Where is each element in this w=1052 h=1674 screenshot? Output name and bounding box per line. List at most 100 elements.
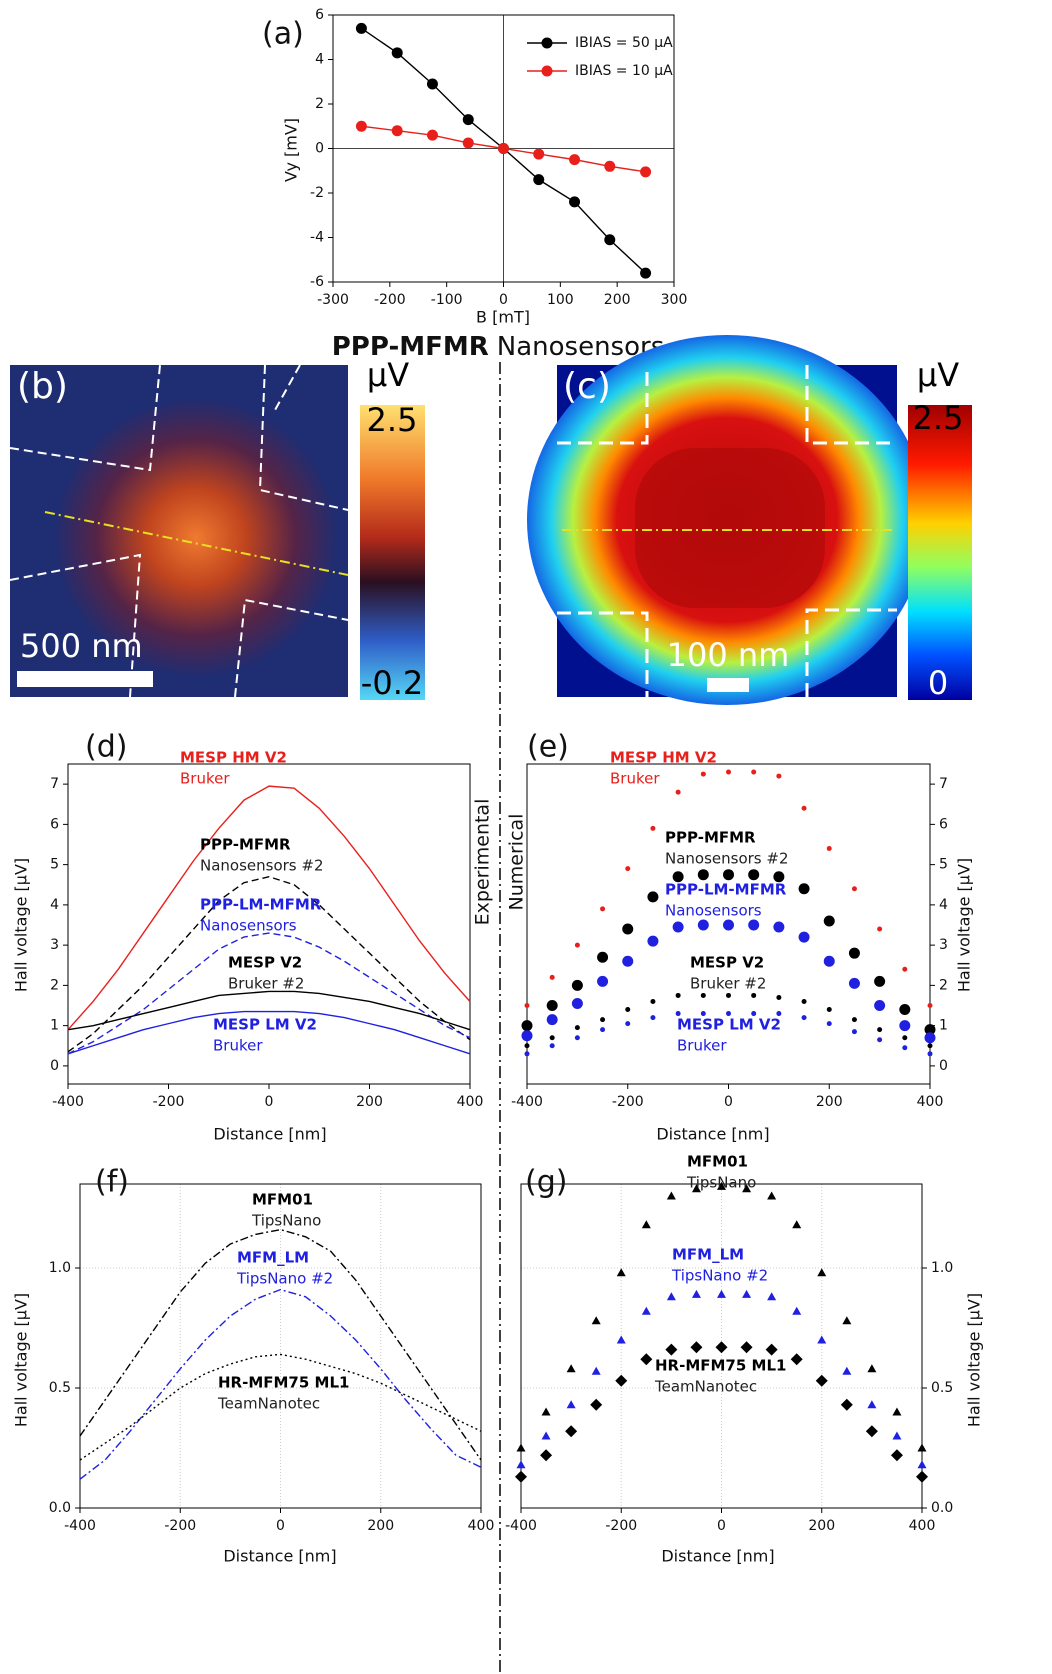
y-tick-label: 0.0 [931, 1500, 953, 1516]
marker [802, 999, 807, 1004]
marker [892, 1432, 901, 1440]
marker [590, 1399, 602, 1411]
title-bold: PPP-MFMR [332, 332, 489, 362]
marker [816, 1375, 828, 1387]
marker [874, 976, 885, 987]
marker [650, 826, 655, 831]
series-name: MFM01 [687, 1153, 748, 1171]
series-note: Bruker [610, 770, 660, 788]
marker [799, 932, 810, 943]
marker [525, 1051, 530, 1056]
marker [592, 1316, 601, 1324]
y-tick-label: 1.0 [49, 1260, 71, 1276]
marker [902, 1045, 907, 1050]
marker [877, 927, 882, 932]
marker [592, 1367, 601, 1375]
x-tick-label: -400 [505, 1518, 537, 1534]
series-note: TeamNanotec [654, 1378, 757, 1396]
marker [667, 1192, 676, 1200]
marker [642, 1307, 651, 1315]
x-tick-label: -200 [612, 1094, 644, 1110]
marker [463, 114, 474, 125]
y-tick-label: 5 [939, 857, 948, 873]
y-tick-label: 0 [50, 1058, 59, 1074]
marker [547, 1014, 558, 1025]
marker [575, 943, 580, 948]
x-tick-label: 200 [356, 1094, 383, 1110]
marker [617, 1268, 626, 1276]
y-tick-label: -4 [310, 230, 324, 246]
y-tick-label: 4 [50, 897, 59, 913]
heatmap-c-core [635, 448, 825, 608]
marker [767, 1192, 776, 1200]
y-tick-label: 7 [939, 776, 948, 792]
marker [547, 1000, 558, 1011]
y-tick-label: 6 [939, 816, 948, 832]
marker [802, 1015, 807, 1020]
column-title-left: Experimental [472, 799, 494, 926]
marker [392, 47, 403, 58]
marker [877, 1037, 882, 1042]
marker [776, 995, 781, 1000]
colorbar-max-b: 2.5 [367, 401, 418, 439]
marker [902, 967, 907, 972]
y-tick-label: 2 [939, 977, 948, 993]
marker [667, 1292, 676, 1300]
marker [899, 1004, 910, 1015]
marker [841, 1399, 853, 1411]
marker [827, 1021, 832, 1026]
marker [517, 1444, 526, 1452]
series-note: Bruker [180, 770, 230, 788]
series-name: MESP V2 [228, 954, 302, 972]
x-tick-label: 200 [808, 1518, 835, 1534]
x-tick-label: 200 [816, 1094, 843, 1110]
marker [701, 993, 706, 998]
marker [533, 149, 544, 160]
marker [899, 1020, 910, 1031]
marker [522, 1030, 533, 1041]
marker [625, 866, 630, 871]
series-name: MESP LM V2 [213, 1016, 317, 1034]
y-tick-label: 0 [939, 1058, 948, 1074]
marker [877, 1027, 882, 1032]
marker [622, 924, 633, 935]
marker [540, 1449, 552, 1461]
x-tick-label: 0 [276, 1518, 285, 1534]
marker [928, 1051, 933, 1056]
marker [356, 121, 367, 132]
figure: PPP-MFMRNanosensors 500 nm (b) µV 2.5 -0… [0, 0, 1052, 1674]
marker [625, 1007, 630, 1012]
marker [569, 196, 580, 207]
series-note: TipsNano [686, 1174, 756, 1192]
marker [427, 78, 438, 89]
panel-label: (e) [527, 730, 569, 765]
marker [676, 790, 681, 795]
marker [716, 1341, 728, 1353]
marker [542, 1408, 551, 1416]
marker [698, 920, 709, 931]
marker [517, 1460, 526, 1468]
marker [615, 1375, 627, 1387]
marker [925, 1032, 936, 1043]
marker [852, 1017, 857, 1022]
scale-label-c: 100 nm [667, 636, 790, 674]
marker [766, 1344, 778, 1356]
series-note: TipsNano #2 [671, 1267, 768, 1285]
marker [597, 976, 608, 987]
y-tick-label: 0.5 [49, 1380, 71, 1396]
x-tick-label: 400 [917, 1094, 944, 1110]
y-axis-label: Hall voltage [µV] [955, 858, 974, 992]
marker [852, 1029, 857, 1034]
series-note: TipsNano [251, 1212, 321, 1230]
legend-label: IBIAS = 10 µA [575, 63, 673, 79]
marker [751, 993, 756, 998]
marker [522, 1020, 533, 1031]
series-name: MFM_LM [672, 1246, 744, 1264]
marker [650, 1015, 655, 1020]
series-note: TeamNanotec [217, 1395, 320, 1413]
legend-label: IBIAS = 50 µA [575, 35, 673, 51]
marker [572, 998, 583, 1009]
marker [427, 130, 438, 141]
series-name: MESP HM V2 [610, 749, 717, 767]
marker [723, 869, 734, 880]
